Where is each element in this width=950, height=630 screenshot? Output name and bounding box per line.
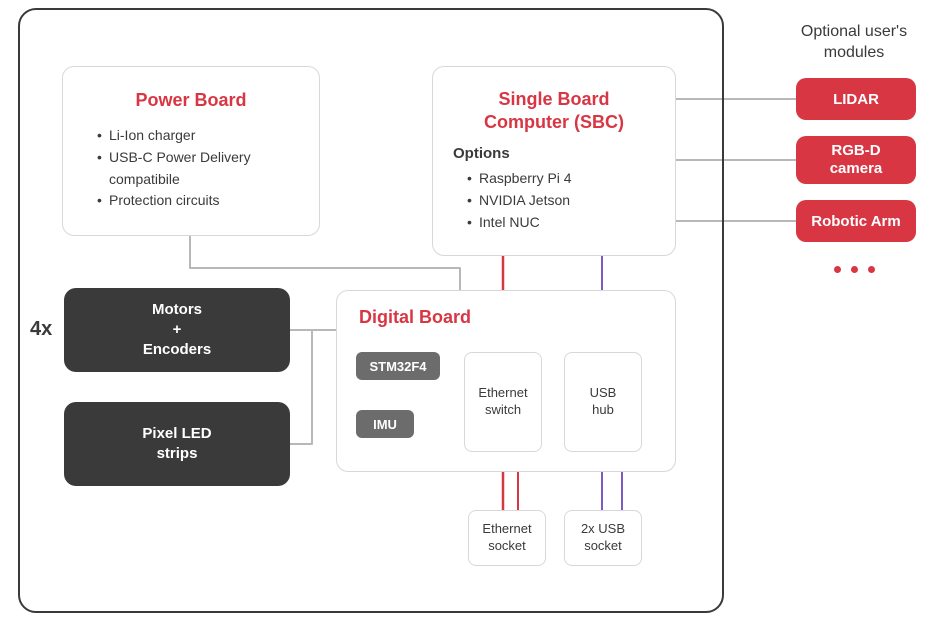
sbc-title-l2: Computer (SBC) xyxy=(484,112,624,132)
pixel-led-box: Pixel LED strips xyxy=(64,402,290,486)
optional-header: Optional user's modules xyxy=(770,22,938,64)
power-board-bullet: USB-C Power Delivery compatibile xyxy=(97,147,299,190)
opt-header-l2: modules xyxy=(824,44,884,61)
ellipsis-dots xyxy=(834,266,875,273)
sbc-title: Single Board Computer (SBC) xyxy=(453,88,655,133)
usb-hub-l1: USB xyxy=(590,385,617,402)
power-board-bullet: Protection circuits xyxy=(97,190,299,212)
sbc-box: Single Board Computer (SBC) Options Rasp… xyxy=(432,66,676,256)
motors-l2: + xyxy=(173,320,182,340)
eth-sock-l2: socket xyxy=(488,538,526,555)
pixel-led-l1: Pixel LED xyxy=(142,424,211,444)
power-board-title: Power Board xyxy=(83,90,299,111)
count-4x-label: 4x xyxy=(30,318,52,341)
stm32-chip: STM32F4 xyxy=(356,352,440,380)
sbc-options-label: Options xyxy=(453,145,655,162)
module-robotic-arm: Robotic Arm xyxy=(796,200,916,242)
digital-board-title: Digital Board xyxy=(359,307,471,328)
usb-hub-box: USB hub xyxy=(564,352,642,452)
usb-sock-l2: socket xyxy=(584,538,622,555)
ethernet-switch-box: Ethernet switch xyxy=(464,352,542,452)
power-board-box: Power Board Li-Ion charger USB-C Power D… xyxy=(62,66,320,236)
module-rgbd-l1: RGB-D xyxy=(831,142,880,160)
module-lidar-label: LIDAR xyxy=(833,91,879,108)
motors-box: Motors + Encoders xyxy=(64,288,290,372)
usb-sock-l1: 2x USB xyxy=(581,521,625,538)
motors-l3: Encoders xyxy=(143,340,211,360)
module-rgbd-camera: RGB-D camera xyxy=(796,136,916,184)
module-lidar: LIDAR xyxy=(796,78,916,120)
motors-l1: Motors xyxy=(152,300,202,320)
power-board-bullet: Li-Ion charger xyxy=(97,125,299,147)
imu-chip: IMU xyxy=(356,410,414,438)
pixel-led-l2: strips xyxy=(157,444,198,464)
sbc-option: Raspberry Pi 4 xyxy=(467,168,655,190)
opt-header-l1: Optional user's xyxy=(801,23,907,40)
usb-socket-box: 2x USB socket xyxy=(564,510,642,566)
eth-switch-l2: switch xyxy=(485,402,521,419)
usb-hub-l2: hub xyxy=(592,402,614,419)
module-rgbd-l2: camera xyxy=(830,160,883,178)
sbc-options-list: Raspberry Pi 4 NVIDIA Jetson Intel NUC xyxy=(453,168,655,233)
sbc-option: NVIDIA Jetson xyxy=(467,190,655,212)
module-arm-label: Robotic Arm xyxy=(811,213,900,230)
eth-switch-l1: Ethernet xyxy=(478,385,527,402)
power-board-bullets: Li-Ion charger USB-C Power Delivery comp… xyxy=(83,125,299,212)
eth-sock-l1: Ethernet xyxy=(482,521,531,538)
ethernet-socket-box: Ethernet socket xyxy=(468,510,546,566)
sbc-option: Intel NUC xyxy=(467,212,655,234)
sbc-title-l1: Single Board xyxy=(498,89,609,109)
